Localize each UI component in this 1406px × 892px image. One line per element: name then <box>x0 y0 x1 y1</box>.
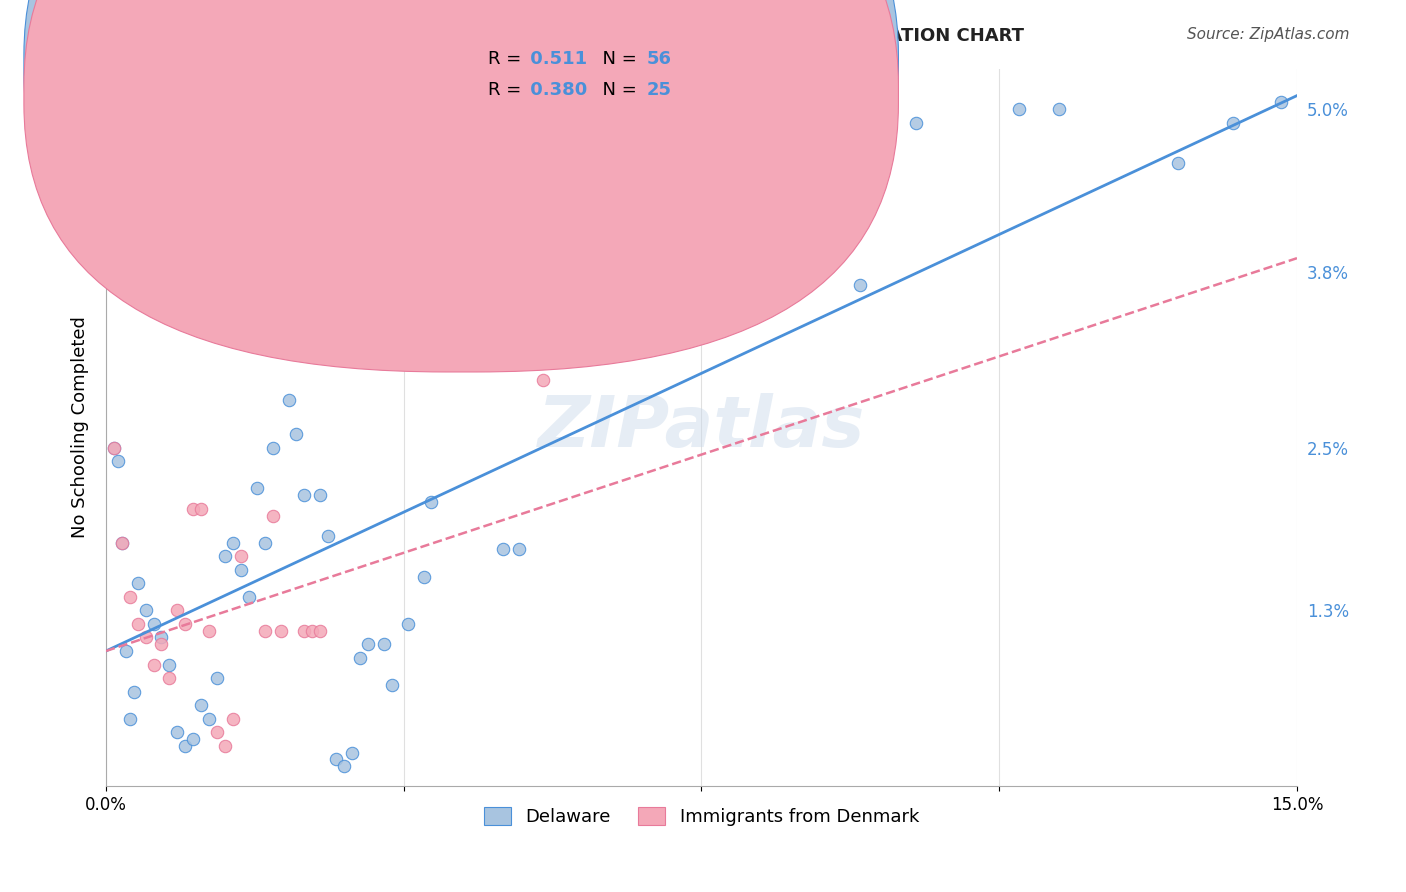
Point <box>285 427 308 442</box>
Point <box>451 333 474 347</box>
Point <box>294 624 316 638</box>
Point <box>166 603 188 617</box>
Point <box>166 725 188 739</box>
Point <box>103 441 125 455</box>
Point <box>270 624 292 638</box>
Point <box>181 501 204 516</box>
Point <box>651 305 673 319</box>
Point <box>150 631 173 645</box>
Point <box>531 373 554 387</box>
Point <box>118 712 141 726</box>
Point <box>174 616 197 631</box>
Point <box>420 495 443 509</box>
Point <box>205 725 228 739</box>
Point <box>301 305 323 319</box>
Point <box>1167 156 1189 170</box>
Text: 0.511: 0.511 <box>524 50 588 68</box>
Point <box>190 698 212 713</box>
Point <box>246 482 269 496</box>
Point <box>508 542 530 557</box>
Point <box>198 624 221 638</box>
Text: R =: R = <box>488 50 527 68</box>
Point <box>309 624 332 638</box>
Point <box>181 732 204 747</box>
Point <box>238 590 260 604</box>
Point <box>214 739 236 753</box>
Y-axis label: No Schooling Completed: No Schooling Completed <box>72 317 89 539</box>
Point <box>277 393 299 408</box>
Point <box>849 278 872 293</box>
Point <box>253 624 276 638</box>
Point <box>198 712 221 726</box>
Point <box>373 292 395 306</box>
Point <box>396 616 419 631</box>
Point <box>214 549 236 564</box>
Point <box>340 746 363 760</box>
Point <box>114 644 136 658</box>
Point <box>1222 116 1244 130</box>
Point <box>270 333 292 347</box>
Point <box>309 488 332 502</box>
Point <box>111 535 134 549</box>
Point <box>222 712 245 726</box>
Text: 56: 56 <box>647 50 672 68</box>
Point <box>135 603 157 617</box>
Point <box>262 508 284 523</box>
Text: 25: 25 <box>647 80 672 98</box>
Point <box>381 678 404 692</box>
Point <box>142 657 165 672</box>
Point <box>190 501 212 516</box>
Text: ZIPatlas: ZIPatlas <box>537 393 865 462</box>
Point <box>229 549 252 564</box>
Text: N =: N = <box>591 80 643 98</box>
Point <box>127 576 149 591</box>
Point <box>127 616 149 631</box>
Point <box>1270 95 1292 110</box>
Text: 0.380: 0.380 <box>524 80 588 98</box>
Point <box>357 637 380 651</box>
Point <box>531 116 554 130</box>
Text: Source: ZipAtlas.com: Source: ZipAtlas.com <box>1187 27 1350 42</box>
Point <box>107 454 129 468</box>
Text: R =: R = <box>488 80 527 98</box>
Point <box>412 569 434 583</box>
Point <box>229 563 252 577</box>
Point <box>316 529 339 543</box>
Point <box>262 441 284 455</box>
Point <box>492 542 515 557</box>
Point <box>103 441 125 455</box>
Point <box>205 671 228 685</box>
Point <box>1008 102 1031 116</box>
Point <box>222 535 245 549</box>
Point <box>325 752 347 766</box>
Point <box>159 657 181 672</box>
Point <box>294 488 316 502</box>
Point <box>1047 102 1070 116</box>
Text: N =: N = <box>591 50 643 68</box>
Point <box>301 624 323 638</box>
Point <box>159 671 181 685</box>
Point <box>135 631 157 645</box>
Legend: Delaware, Immigrants from Denmark: Delaware, Immigrants from Denmark <box>475 797 928 835</box>
Point <box>769 116 792 130</box>
Point <box>904 116 927 130</box>
Point <box>118 590 141 604</box>
Point <box>142 616 165 631</box>
Point <box>174 739 197 753</box>
Point <box>610 122 633 136</box>
Point <box>333 759 356 773</box>
Point <box>150 637 173 651</box>
Point <box>349 650 371 665</box>
Point <box>111 535 134 549</box>
Text: DELAWARE VS IMMIGRANTS FROM DENMARK NO SCHOOLING COMPLETED CORRELATION CHART: DELAWARE VS IMMIGRANTS FROM DENMARK NO S… <box>56 27 1024 45</box>
Point <box>253 535 276 549</box>
Point <box>122 684 145 698</box>
Point <box>373 637 395 651</box>
Point <box>429 305 451 319</box>
